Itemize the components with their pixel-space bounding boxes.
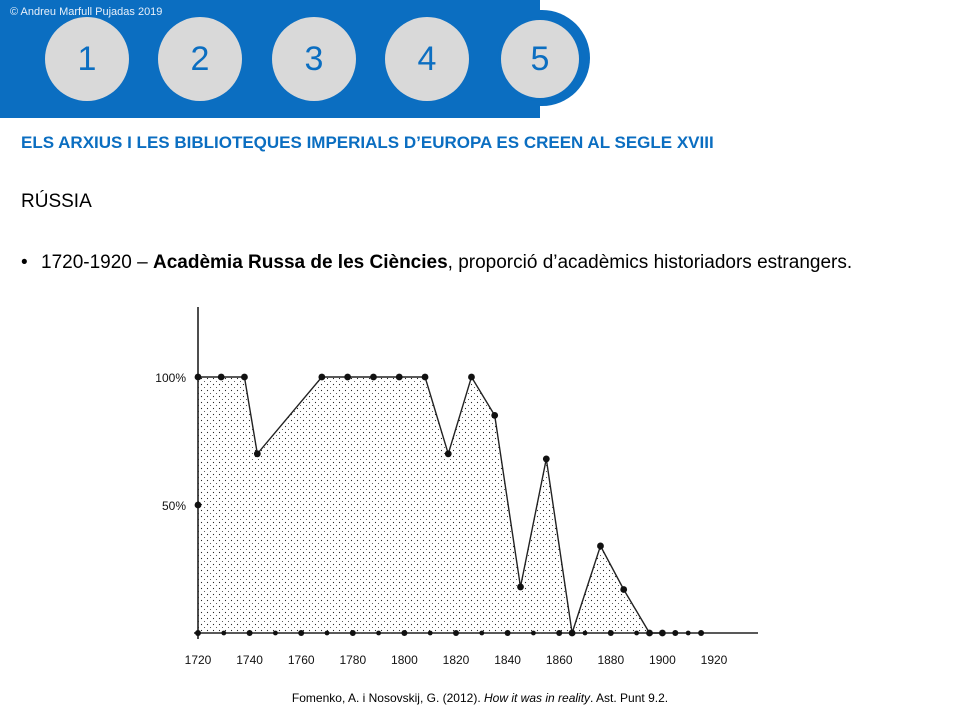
step-2-button[interactable]: 2 [158,17,242,101]
baseline-marker [672,630,679,636]
baseline-marker [582,630,588,636]
step-5-button[interactable]: 5 [498,17,582,101]
x-tick-label: 1920 [701,653,728,667]
caption-rest: . Ast. Punt 9.2. [590,691,669,705]
baseline-marker [349,630,356,636]
baseline-marker [698,630,705,636]
baseline-marker [401,630,408,636]
x-tick-label: 1860 [546,653,573,667]
bullet-item: • 1720-1920 – Acadèmia Russa de les Cièn… [21,249,861,277]
step-3-button[interactable]: 3 [272,17,356,101]
data-point [659,629,666,637]
data-point [318,373,326,381]
data-point [421,373,429,381]
country-label: RÚSSIA [21,191,92,212]
data-point [542,455,550,463]
x-tick-label: 1900 [649,653,676,667]
baseline-marker [221,630,227,636]
bullet-prefix: 1720-1920 – [41,252,153,273]
caption-title: How it was in reality [484,691,591,705]
baseline-marker [634,630,639,636]
data-point [568,629,576,637]
baseline-marker [376,630,381,636]
y-tick-label: 100% [155,371,186,385]
proportion-chart: 1720 1740 1760 1780 1800 1820 1840 1860 1880 1900… [155,307,758,667]
data-point [194,501,202,509]
data-point [395,373,403,381]
y-tick-label: 50% [162,499,186,513]
bullet-text: 1720-1920 – Acadèmia Russa de les Ciènci… [21,249,861,277]
data-point [241,373,248,381]
x-tick-label: 1820 [443,653,470,667]
x-tick-label: 1740 [236,653,263,667]
data-point [253,450,261,458]
data-point [517,583,524,591]
data-point [217,373,225,381]
baseline-marker [504,630,511,636]
x-tick-label: 1840 [494,653,521,667]
data-point [491,412,499,419]
copyright-notice: © Andreu Marfull Pujadas 2019 [10,6,163,18]
data-point [194,373,202,381]
bullet-mark: • [21,252,28,273]
baseline-marker [427,630,433,636]
chart-area-fill [198,377,663,633]
x-tick-label: 1780 [339,653,366,667]
baseline-marker [273,630,278,636]
baseline-marker [298,630,305,636]
baseline-marker [453,630,459,636]
step-4-button[interactable]: 4 [385,17,469,101]
source-caption: Fomenko, A. i Nosovskij, G. (2012). How … [0,691,960,705]
baseline-marker [324,630,330,636]
bullet-bold: Acadèmia Russa de les Ciències [153,252,448,273]
baseline-marker [531,630,536,636]
baseline-marker [479,630,485,636]
data-point [597,542,604,550]
x-tick-label: 1800 [391,653,418,667]
data-point [646,629,653,637]
bullet-suffix: , proporció d’acadèmics historiadors est… [447,252,853,273]
data-point [370,373,377,381]
slide-heading: ELS ARXIUS I LES BIBLIOTEQUES IMPERIALS … [21,133,714,152]
baseline-marker [607,630,614,636]
x-tick-label: 1760 [288,653,315,667]
baseline-marker [195,630,201,636]
baseline-marker [556,630,563,636]
x-tick-label: 1720 [185,653,212,667]
data-point [468,373,475,381]
baseline-marker [246,630,253,636]
step-1-button[interactable]: 1 [45,17,129,101]
data-point [620,586,628,593]
baseline-marker [685,630,691,636]
chart-container: 1720 1740 1760 1780 1800 1820 1840 1860 1880 1900… [140,305,770,675]
data-point [344,373,352,381]
data-point [444,450,452,458]
caption-authors: Fomenko, A. i Nosovskij, G. (2012). [291,691,484,705]
x-tick-label: 1880 [597,653,624,667]
